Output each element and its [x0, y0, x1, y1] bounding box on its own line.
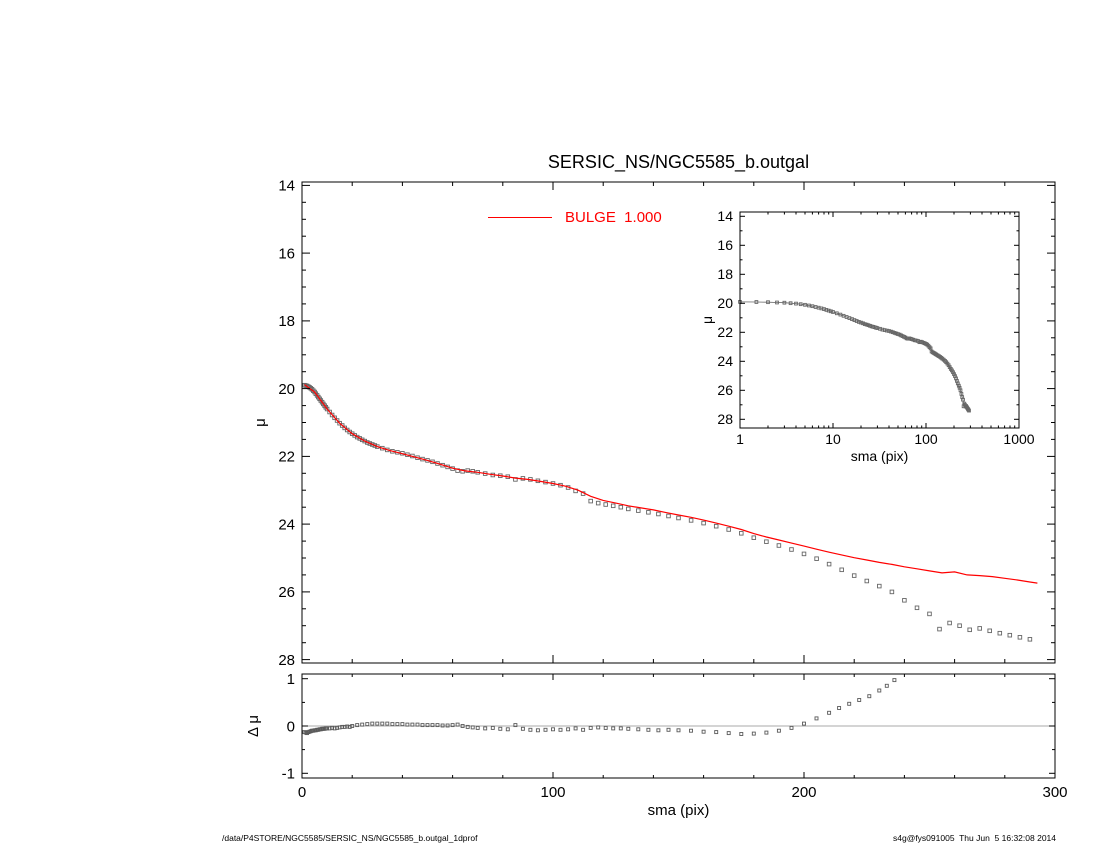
footer-file-path: /data/P4STORE/NGC5585/SERSIC_NS/NGC5585_… — [222, 833, 478, 843]
y-tick-label: 22 — [278, 449, 295, 466]
legend-label: BULGE 1.000 — [565, 209, 662, 226]
y-tick-label: 14 — [717, 208, 733, 224]
y-axis-label-inset: μ — [699, 316, 715, 324]
y-tick-label: 1 — [287, 671, 295, 688]
y-tick-label: 26 — [278, 584, 295, 601]
y-axis-label-main: μ — [252, 418, 269, 427]
plot-title: SERSIC_NS/NGC5585_b.outgal — [547, 152, 810, 172]
series-profile-data — [302, 382, 1033, 642]
y-tick-label: 14 — [278, 178, 295, 195]
ticks-main — [301, 182, 1056, 663]
y-tick-label: 16 — [278, 245, 295, 262]
series-bulge-model — [304, 384, 1038, 584]
x-tick-label: 10 — [825, 431, 841, 447]
y-tick-label: 20 — [278, 381, 295, 398]
y-tick-label: -1 — [282, 766, 295, 783]
y-tick-label: 16 — [717, 237, 733, 253]
series-residuals — [302, 678, 897, 736]
legend-line-sample — [488, 217, 552, 218]
y-axis-label-residual: Δ μ — [245, 715, 262, 737]
x-tick-label: 0 — [298, 784, 306, 801]
series-profile-data — [738, 300, 971, 413]
x-tick-label: 300 — [1042, 784, 1067, 801]
y-tick-label: 26 — [717, 382, 733, 398]
x-axis-label-inset: sma (pix) — [851, 448, 909, 464]
x-tick-label: 100 — [914, 431, 938, 447]
y-tick-label: 18 — [717, 266, 733, 282]
y-tick-label: 20 — [717, 295, 733, 311]
ticks-inset — [739, 212, 1020, 428]
x-tick-label: 1 — [736, 431, 744, 447]
x-tick-label: 100 — [540, 784, 565, 801]
ticks-residual — [301, 674, 1056, 778]
y-tick-label: 24 — [717, 353, 733, 369]
y-tick-label: 28 — [278, 652, 295, 669]
y-tick-label: 24 — [278, 516, 295, 533]
y-tick-label: 18 — [278, 313, 295, 330]
x-tick-label: 1000 — [1003, 431, 1034, 447]
x-tick-label: 200 — [791, 784, 816, 801]
footer-user-timestamp: s4g@fys091005 Thu Jun 5 16:32:08 2014 — [892, 833, 1056, 843]
y-tick-label: 22 — [717, 324, 733, 340]
axis-frame-inset — [739, 211, 1020, 429]
y-tick-label: 0 — [287, 718, 295, 735]
y-tick-label: 28 — [717, 411, 733, 427]
chart-main: 14 16 18 20 22 24 26 28 μ — [252, 178, 1056, 669]
x-axis-label-residual: sma (pix) — [648, 802, 710, 819]
legend: BULGE 1.000 — [488, 209, 662, 226]
axis-frame-main — [301, 181, 1056, 664]
chart-inset: 1 10 100 1000 14 16 18 20 22 24 26 28 μ sma (pix) — [699, 208, 1035, 464]
